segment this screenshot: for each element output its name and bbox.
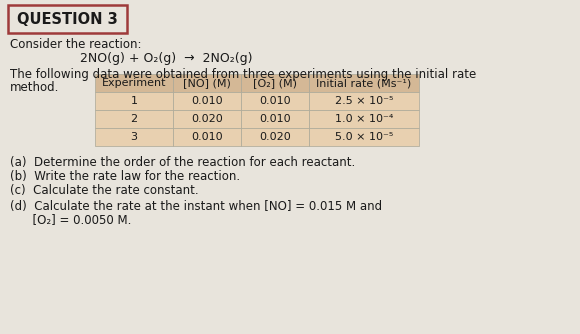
Bar (173, 110, 241, 128)
Text: 0.010: 0.010 (259, 114, 291, 124)
Text: (b)  Write the rate law for the reaction.: (b) Write the rate law for the reaction. (10, 170, 240, 183)
Text: (d)  Calculate the rate at the instant when [NO] = 0.015 M and: (d) Calculate the rate at the instant wh… (10, 200, 382, 213)
Text: 0.010: 0.010 (191, 132, 223, 142)
Bar (95, 92, 173, 110)
Text: QUESTION 3: QUESTION 3 (17, 12, 118, 27)
Text: 0.020: 0.020 (259, 132, 291, 142)
Bar (309, 92, 419, 110)
Bar (309, 74, 419, 92)
Bar (95, 110, 173, 128)
Bar (173, 74, 241, 92)
Text: [NO] (M): [NO] (M) (183, 78, 231, 88)
Bar (309, 128, 419, 146)
Bar (173, 92, 241, 110)
Text: 3: 3 (130, 132, 137, 142)
Text: [O₂] = 0.0050 M.: [O₂] = 0.0050 M. (10, 213, 132, 226)
Text: 2NO(g) + O₂(g)  →  2NO₂(g): 2NO(g) + O₂(g) → 2NO₂(g) (80, 52, 252, 65)
Bar (241, 110, 309, 128)
Text: Experiment: Experiment (102, 78, 166, 88)
Text: 2.5 × 10⁻⁵: 2.5 × 10⁻⁵ (335, 96, 393, 106)
Bar (241, 74, 309, 92)
Bar (309, 110, 419, 128)
Bar (241, 128, 309, 146)
Text: (a)  Determine the order of the reaction for each reactant.: (a) Determine the order of the reaction … (10, 156, 355, 169)
Text: 0.020: 0.020 (191, 114, 223, 124)
Text: 2: 2 (130, 114, 137, 124)
Text: method.: method. (10, 81, 59, 94)
Text: 0.010: 0.010 (259, 96, 291, 106)
Text: 0.010: 0.010 (191, 96, 223, 106)
Text: 1.0 × 10⁻⁴: 1.0 × 10⁻⁴ (335, 114, 393, 124)
Text: Initial rate (Ms⁻¹): Initial rate (Ms⁻¹) (316, 78, 412, 88)
Text: The following data were obtained from three experiments using the initial rate: The following data were obtained from th… (10, 68, 476, 81)
Text: (c)  Calculate the rate constant.: (c) Calculate the rate constant. (10, 184, 198, 197)
Bar (95, 74, 173, 92)
Text: 5.0 × 10⁻⁵: 5.0 × 10⁻⁵ (335, 132, 393, 142)
Text: [O₂] (M): [O₂] (M) (253, 78, 297, 88)
Text: Consider the reaction:: Consider the reaction: (10, 38, 142, 51)
Bar (173, 128, 241, 146)
Bar (95, 128, 173, 146)
Text: 1: 1 (130, 96, 137, 106)
Bar (241, 92, 309, 110)
